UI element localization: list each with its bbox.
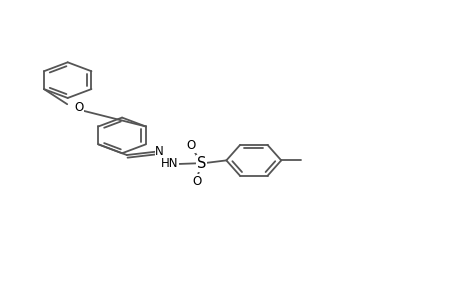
Text: S: S (196, 156, 206, 171)
Text: O: O (74, 101, 83, 114)
Text: O: O (191, 175, 201, 188)
Text: N: N (155, 145, 164, 158)
Text: HN: HN (160, 158, 178, 170)
Text: O: O (186, 139, 196, 152)
